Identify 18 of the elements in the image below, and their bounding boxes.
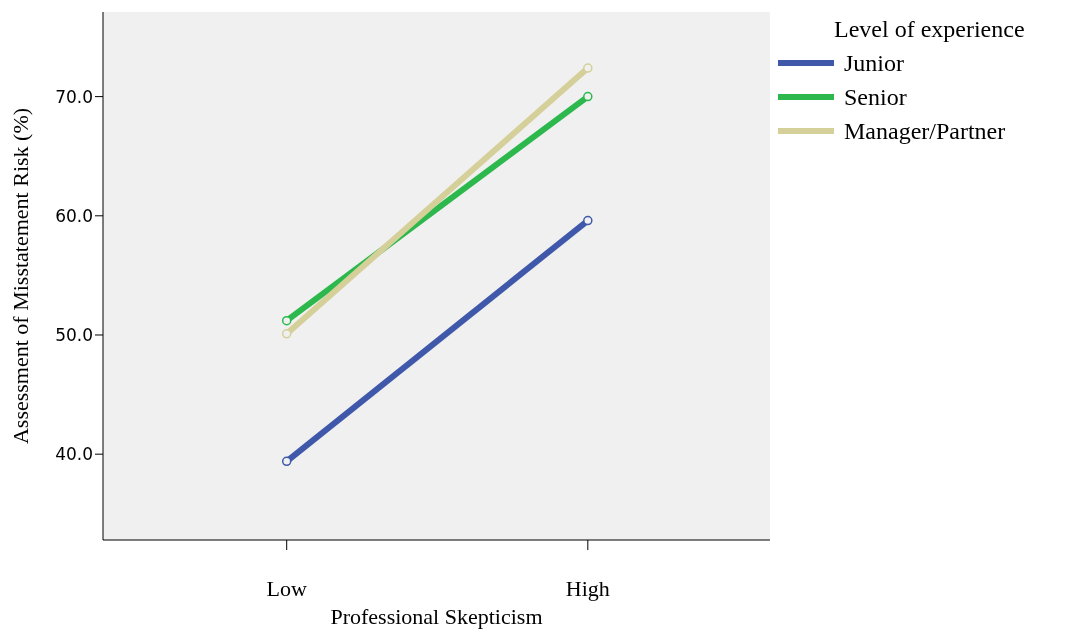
y-tick-label: 70.0 xyxy=(55,86,93,107)
point xyxy=(583,215,593,226)
x-tick-label: High xyxy=(565,575,610,601)
y-tick-label: 60.0 xyxy=(55,205,93,226)
point xyxy=(583,63,593,73)
legend-label: Manager/Partner xyxy=(844,117,1006,146)
point xyxy=(281,456,292,467)
point xyxy=(281,329,292,339)
y-tick-label: 40.0 xyxy=(55,444,93,465)
legend-title: Level of experience xyxy=(833,15,1025,44)
legend-label: Senior xyxy=(844,83,907,112)
point xyxy=(281,315,292,326)
x-axis-title: Professional Skepticism xyxy=(330,604,543,629)
x-tick-label: Low xyxy=(266,575,307,601)
y-tick-label: 50.0 xyxy=(55,325,93,346)
legend-label: Junior xyxy=(844,49,904,78)
point xyxy=(583,91,593,102)
y-axis-title: Assessment of Misstatement Risk (%) xyxy=(7,107,33,445)
